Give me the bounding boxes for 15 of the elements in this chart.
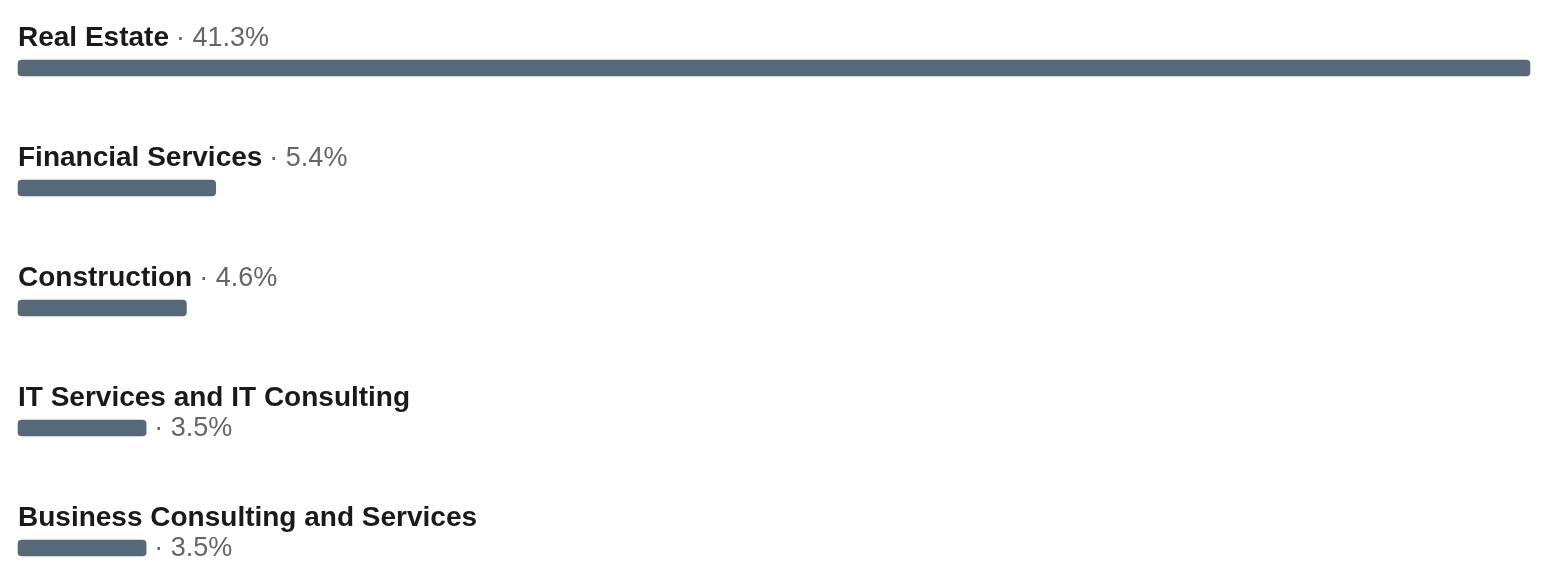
data-label: · 3.5% [154,412,233,443]
data-label: · 41.3% [175,22,270,52]
y-tick-label: IT Services and IT Consulting [18,381,411,412]
y-tick-label: Financial Services [18,141,263,172]
bar [17,419,147,437]
y-tick-label: Real Estate [18,21,169,52]
data-label: · 4.6% [199,262,278,292]
bar [17,299,187,317]
y-tick-label: Construction [18,261,193,292]
bar [17,179,217,197]
data-label: · 5.4% [269,142,348,172]
data-label: · 3.5% [154,532,233,563]
y-tick-label: Business Consulting and Services [18,501,478,532]
bar [17,59,1531,77]
bar [17,539,147,557]
